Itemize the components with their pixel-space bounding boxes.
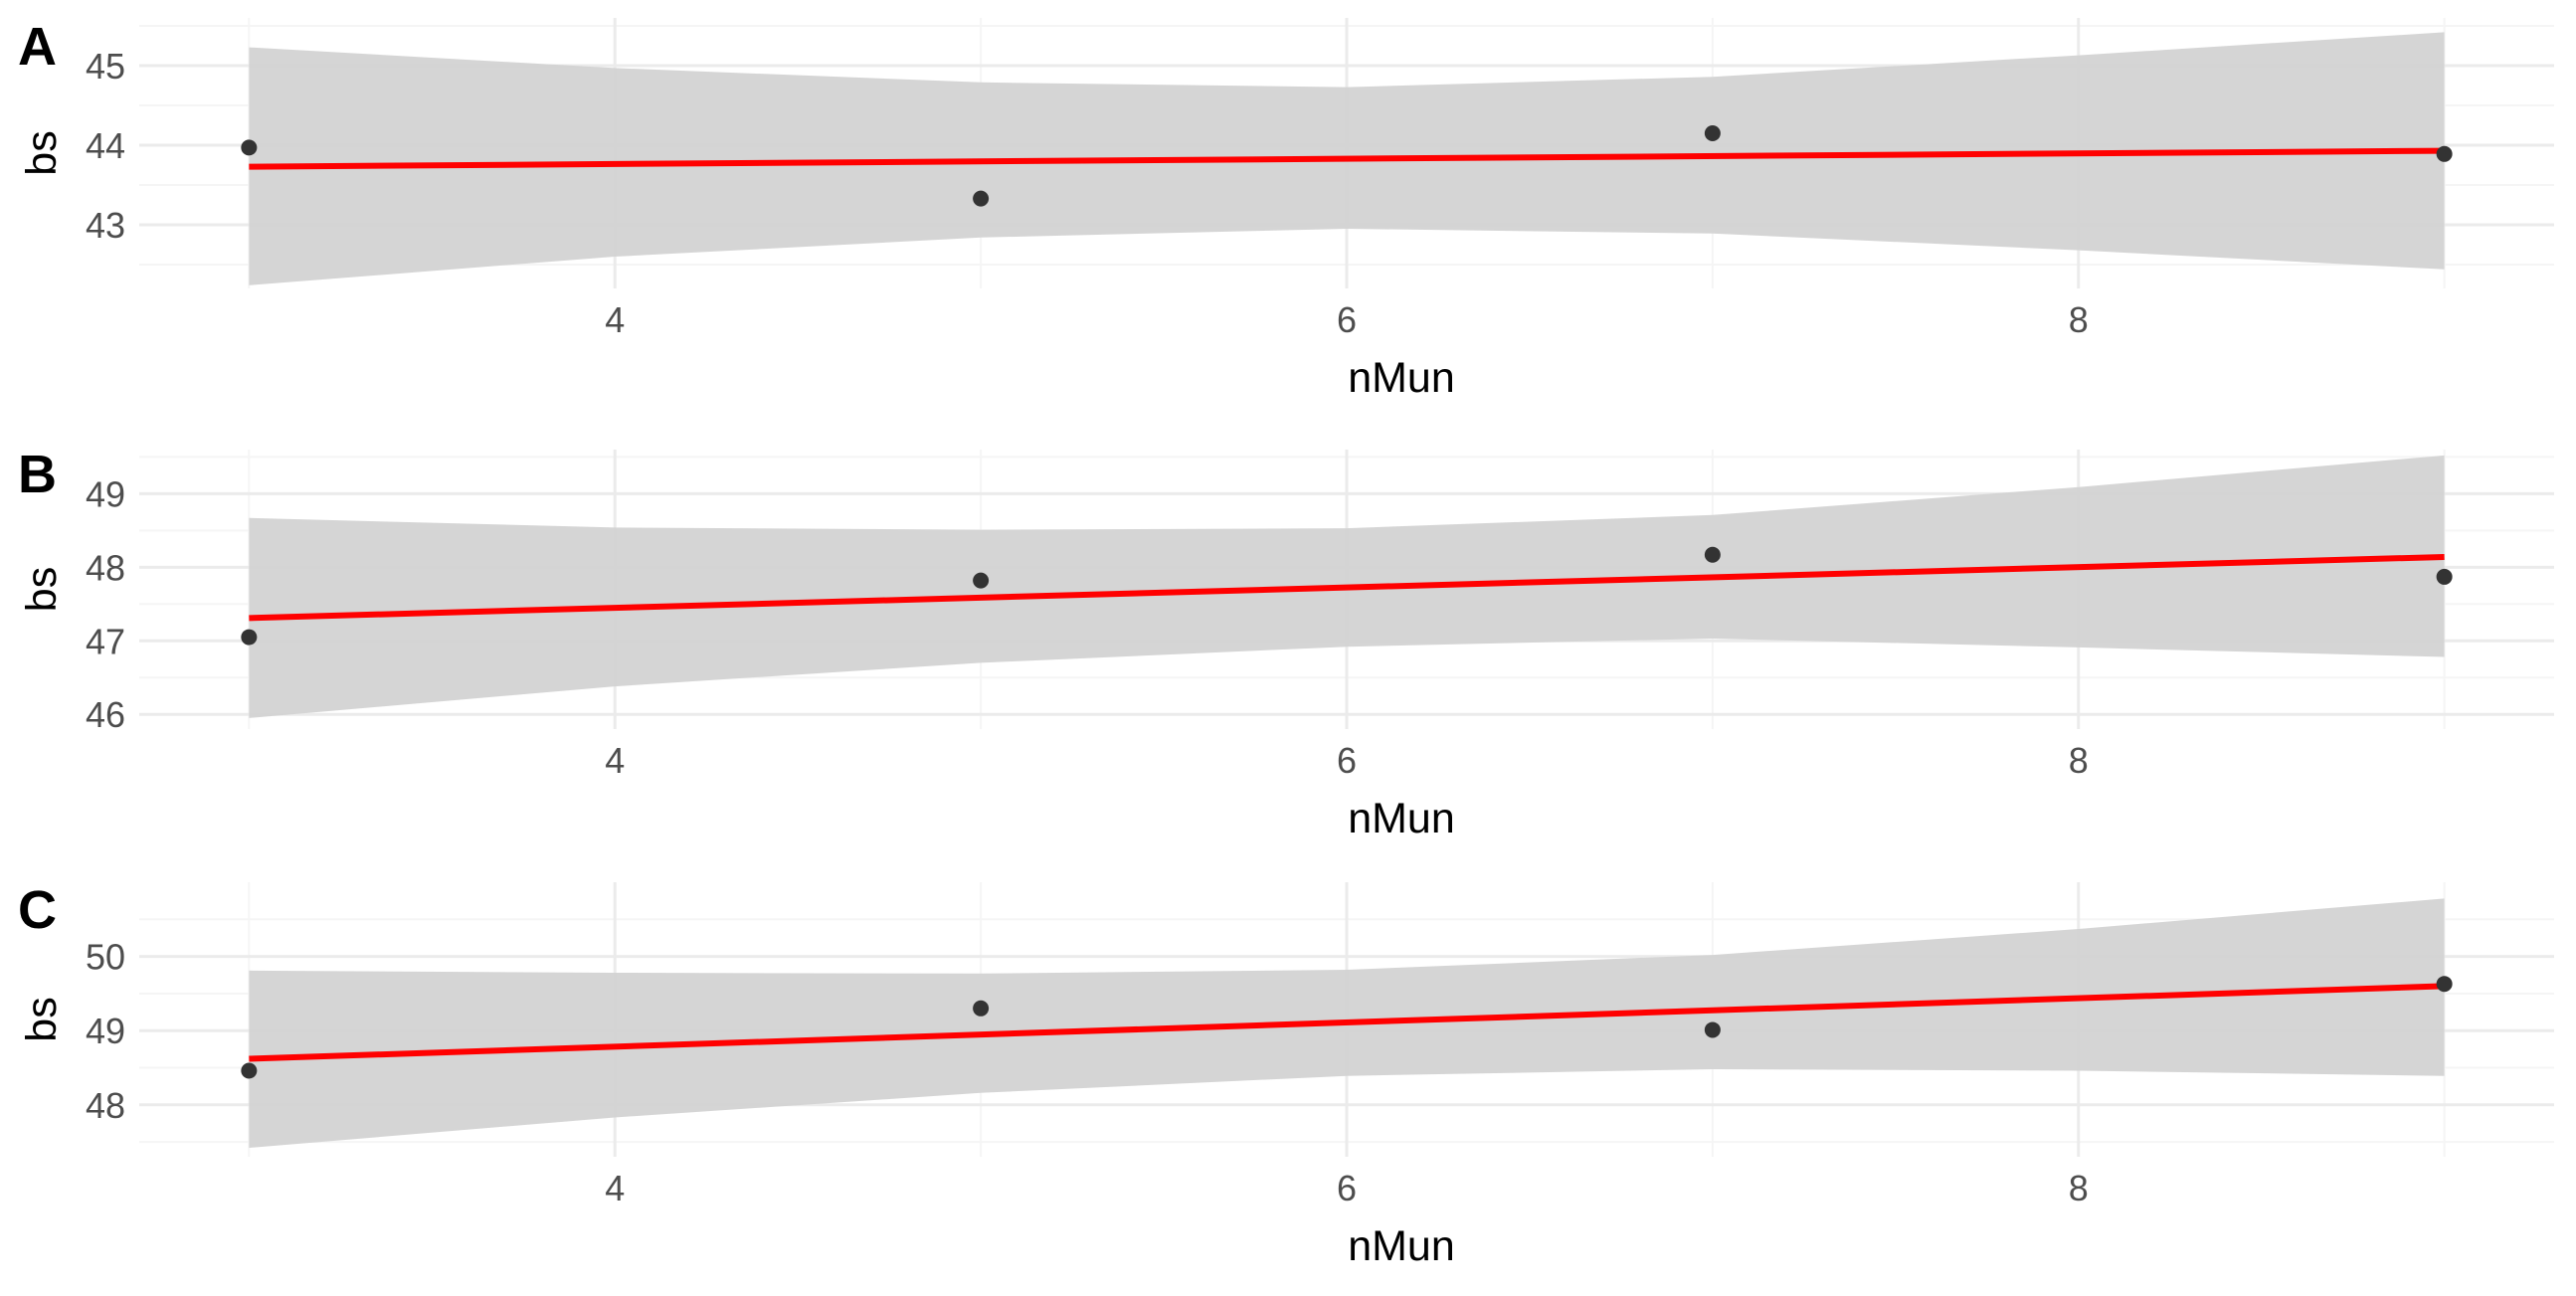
data-point: [973, 572, 990, 589]
data-point: [1704, 546, 1721, 563]
x-axis-title: nMun: [1348, 795, 1455, 842]
fit-line: [249, 983, 2445, 1062]
y-tick-label: 48: [86, 1085, 125, 1126]
y-axis-title: bs: [18, 567, 66, 612]
data-point: [241, 1062, 258, 1079]
x-tick-label: 8: [2069, 1168, 2089, 1208]
y-tick-label: 49: [86, 473, 125, 514]
data-point: [2436, 145, 2453, 162]
data-point: [973, 1000, 990, 1017]
panel-tag: B: [18, 445, 57, 504]
x-tick-label: 8: [2069, 299, 2089, 340]
x-tick-label: 4: [605, 299, 625, 340]
data-point: [241, 139, 258, 156]
x-axis-title: nMun: [1348, 1222, 1455, 1270]
y-tick-label: 46: [86, 694, 125, 735]
y-tick-label: 49: [86, 1011, 125, 1051]
panel-a: 4 6 8 43 44 45 nMun bs A: [18, 17, 2554, 402]
data-point: [2436, 568, 2453, 585]
panel-tag: A: [18, 17, 57, 77]
y-tick-label: 48: [86, 547, 125, 588]
x-tick-label: 6: [1337, 1168, 1357, 1208]
x-tick-label: 8: [2069, 740, 2089, 781]
x-tick-label: 6: [1337, 299, 1357, 340]
y-axis-title: bs: [18, 130, 66, 175]
data-point: [2436, 976, 2453, 993]
y-tick-label: 43: [86, 205, 125, 246]
x-tick-label: 4: [605, 1168, 625, 1208]
y-tick-label: 44: [86, 125, 125, 166]
x-tick-label: 6: [1337, 740, 1357, 781]
panel-tag: C: [18, 880, 57, 940]
data-point: [1704, 125, 1721, 141]
data-point: [1704, 1021, 1721, 1038]
fit-line: [249, 553, 2445, 622]
y-tick-label: 50: [86, 937, 125, 978]
x-axis-title: nMun: [1348, 354, 1455, 402]
data-point: [973, 190, 990, 207]
y-tick-label: 47: [86, 621, 125, 661]
panel-c: 4 6 8 48 49 50 nMun bs C: [18, 880, 2554, 1270]
fit-line: [249, 147, 2445, 170]
data-point: [241, 629, 258, 646]
x-tick-label: 4: [605, 740, 625, 781]
y-axis-title: bs: [18, 997, 66, 1041]
y-tick-label: 45: [86, 46, 125, 87]
